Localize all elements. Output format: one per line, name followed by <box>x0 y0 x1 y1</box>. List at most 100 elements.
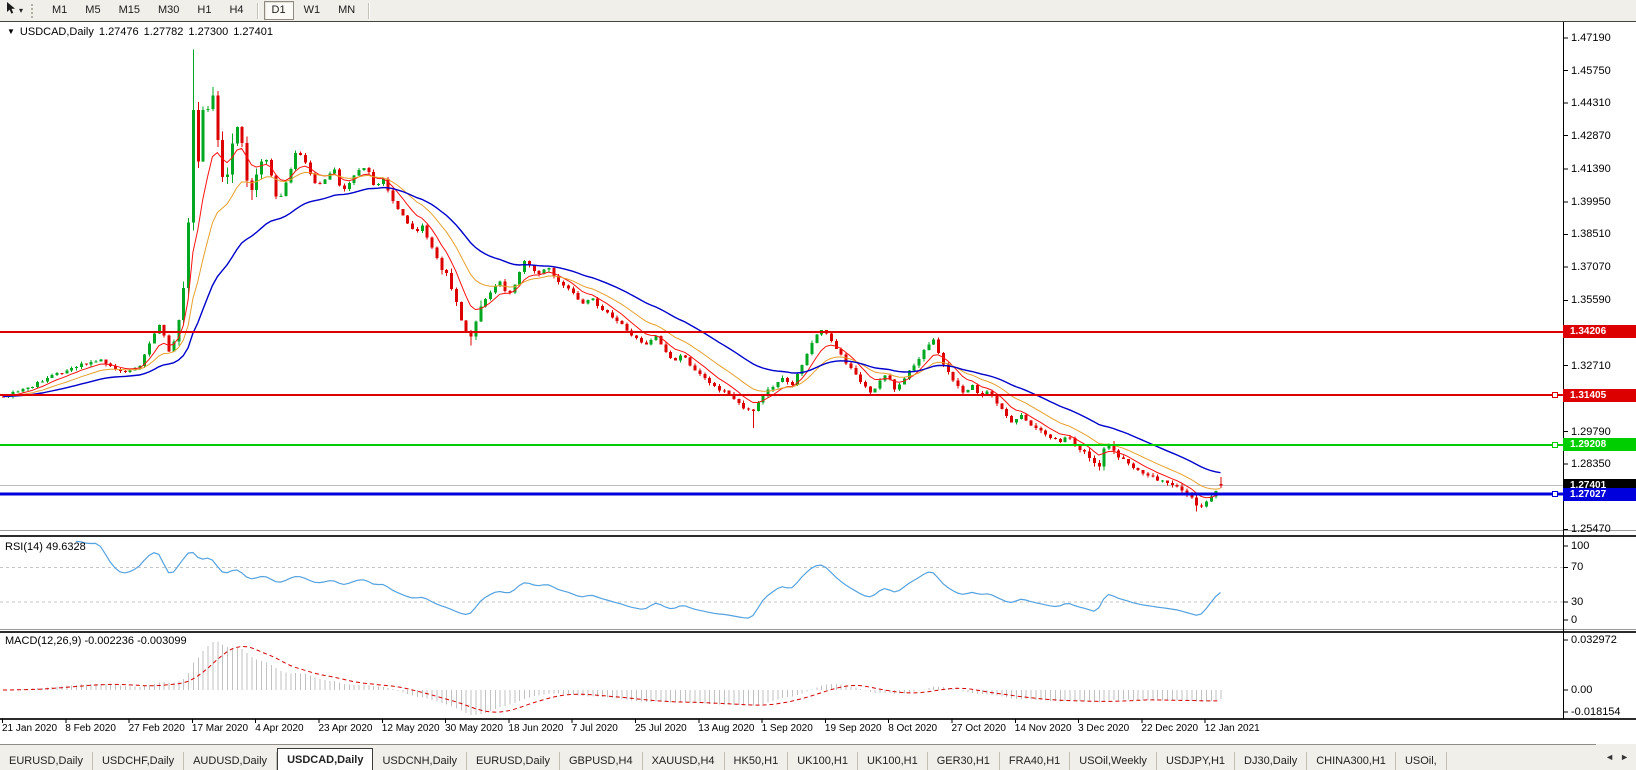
date-axis-label: 22 Dec 2020 <box>1141 723 1199 734</box>
chart-tab-usdjpy-h1[interactable]: USDJPY,H1 <box>1157 752 1236 770</box>
candles-layer <box>2 49 1223 512</box>
rsi-level-lines <box>0 566 1563 603</box>
chart-tab-audusd-daily[interactable]: AUDUSD,Daily <box>184 752 278 770</box>
price-axis-label: 1.44310 <box>1571 97 1611 110</box>
ma-line-15 <box>2 171 1221 490</box>
chart-tab-china300-h1[interactable]: CHINA300,H1 <box>1307 752 1396 770</box>
price-axis-label: 1.29790 <box>1571 425 1611 438</box>
chart-symbol: USDCAD,Daily <box>19 26 94 38</box>
rsi-scale-label: 30 <box>1571 595 1584 608</box>
rsi-line <box>75 540 1221 619</box>
price-axis-label: 1.25470 <box>1571 523 1611 536</box>
expander-icon[interactable]: ▼ <box>7 27 15 36</box>
chart-tab-eurusd-daily[interactable]: EURUSD,Daily <box>467 752 560 770</box>
chart-tab-hk50-h1[interactable]: HK50,H1 <box>725 752 789 770</box>
ohlc-open: 1.27476 <box>98 26 139 38</box>
date-axis-label: 4 Apr 2020 <box>255 723 304 734</box>
price-badge-1.31405: 1.31405 <box>1563 388 1636 402</box>
price-badge-1.27027: 1.27027 <box>1563 487 1636 501</box>
date-axis-label: 30 May 2020 <box>445 723 503 734</box>
line-drag-handle[interactable] <box>1552 491 1558 498</box>
tab-scroll-arrows: ◄ ► <box>1596 744 1636 770</box>
timeframe-button-m1[interactable]: M1 <box>52 4 68 16</box>
timeframe-toolbar: ▾ M1 M5 M15 M30 H1 H4 D1 W1 MN <box>0 0 1636 22</box>
date-ticks <box>2 719 1206 723</box>
timeframe-buttons: M1 M5 M15 M30 H1 H4 D1 W1 MN <box>43 0 374 21</box>
chart-tab-dj30-daily[interactable]: DJ30,Daily <box>1235 752 1308 770</box>
rsi-scale-label: 100 <box>1571 540 1590 552</box>
toolbar-separator <box>256 2 259 19</box>
chart-tab-uk100-h1[interactable]: UK100,H1 <box>858 752 928 770</box>
price-axis-label: 1.47190 <box>1571 32 1611 44</box>
chart-tab-uk100-h1[interactable]: UK100,H1 <box>788 752 858 770</box>
price-axis-label: 1.42870 <box>1571 129 1611 142</box>
date-axis-label: 18 Jun 2020 <box>508 723 564 734</box>
chart-tab-eurusd-daily[interactable]: EURUSD,Daily <box>0 752 93 770</box>
price-axis-label: 1.32710 <box>1571 359 1611 372</box>
date-axis-label: 13 Aug 2020 <box>698 723 755 734</box>
date-axis-label: 27 Feb 2020 <box>128 723 185 734</box>
price-axis-label: 1.41390 <box>1571 163 1611 176</box>
date-axis-label: 21 Jan 2020 <box>2 723 58 734</box>
timeframe-button-mn[interactable]: MN <box>338 4 356 16</box>
ma-line-32 <box>3 186 1221 474</box>
date-axis-label: 17 Mar 2020 <box>191 723 249 734</box>
price-axis-label: 1.37070 <box>1571 260 1611 273</box>
rsi-scale-label: 70 <box>1571 561 1584 574</box>
chart-tab-usdcnh-daily[interactable]: USDCNH,Daily <box>373 752 468 770</box>
macd-signal-line <box>3 645 1221 713</box>
price-axis-label: 1.38510 <box>1571 228 1611 241</box>
chart-tab-xauusd-h4[interactable]: XAUUSD,H4 <box>643 752 725 770</box>
ohlc-close: 1.27401 <box>233 26 273 38</box>
date-axis-label: 3 Dec 2020 <box>1078 723 1130 734</box>
timeframe-button-h1[interactable]: H1 <box>197 4 212 16</box>
date-axis-label: 19 Sep 2020 <box>824 723 882 734</box>
pane-separators <box>0 530 1636 720</box>
macd-histogram <box>7 642 1222 716</box>
chevron-down-icon[interactable]: ▾ <box>19 6 24 15</box>
chart-tabbar: EURUSD,Daily USDCHF,Daily AUDUSD,Daily USDC… <box>0 744 1636 770</box>
timeframe-button-h4[interactable]: H4 <box>229 4 244 16</box>
line-drag-handle[interactable] <box>1552 441 1558 448</box>
date-axis-label: 8 Feb 2020 <box>65 723 116 734</box>
cursor-icon <box>5 1 17 20</box>
price-axis-label: 1.39950 <box>1571 195 1611 208</box>
price-badge-1.29208: 1.29208 <box>1563 438 1636 452</box>
date-axis-label: 8 Oct 2020 <box>888 723 938 734</box>
timeframe-button-m15[interactable]: M15 <box>118 4 140 16</box>
chart-tab-gbpusd-h4[interactable]: GBPUSD,H4 <box>560 752 643 770</box>
macd-scale-label: 0.032972 <box>1571 634 1617 646</box>
chart-tab-usoil-[interactable]: USOil, <box>1396 752 1447 770</box>
toolbar-separator <box>368 2 371 19</box>
date-axis-label: 12 May 2020 <box>381 723 440 734</box>
macd-scale-label: 0.00 <box>1571 684 1593 696</box>
rsi-label: RSI(14) 49.6328 <box>5 541 86 553</box>
timeframe-button-m5[interactable]: M5 <box>85 4 101 16</box>
date-axis-label: 27 Oct 2020 <box>951 723 1006 734</box>
chart-tab-usdcad-daily[interactable]: USDCAD,Daily <box>277 748 374 770</box>
ohlc-low: 1.27300 <box>188 26 229 38</box>
timeframe-button-w1[interactable]: W1 <box>303 4 321 16</box>
tab-scroll-right-button[interactable]: ► <box>1620 752 1629 762</box>
horizontal-lines <box>0 331 1563 496</box>
price-badge-1.34206: 1.34206 <box>1563 325 1636 339</box>
price-axis-label: 1.45750 <box>1571 64 1611 77</box>
price-axis-label: 1.28350 <box>1571 458 1611 471</box>
toolbar-grip[interactable] <box>31 3 37 18</box>
timeframe-button-d1[interactable]: D1 <box>263 1 294 20</box>
chart-tab-usdchf-daily[interactable]: USDCHF,Daily <box>93 752 185 770</box>
date-axis-label: 25 Jul 2020 <box>635 723 687 734</box>
macd-label: MACD(12,26,9) -0.002236 -0.003099 <box>5 635 187 647</box>
tab-scroll-left-button[interactable]: ◄ <box>1605 752 1615 762</box>
chart-tab-usoil-weekly[interactable]: USOil,Weekly <box>1070 752 1157 770</box>
cursor-tool-button[interactable]: ▾ <box>2 2 26 20</box>
rsi-scale-label: 0 <box>1571 614 1578 626</box>
chart-tab-fra40-h1[interactable]: FRA40,H1 <box>1000 752 1071 770</box>
line-drag-handle[interactable] <box>1552 392 1558 399</box>
chart-tab-ger30-h1[interactable]: GER30,H1 <box>928 752 1000 770</box>
timeframe-button-m30[interactable]: M30 <box>157 4 180 16</box>
macd-scale-label: -0.018154 <box>1571 706 1621 718</box>
date-axis-label: 12 Jan 2021 <box>1204 723 1260 734</box>
